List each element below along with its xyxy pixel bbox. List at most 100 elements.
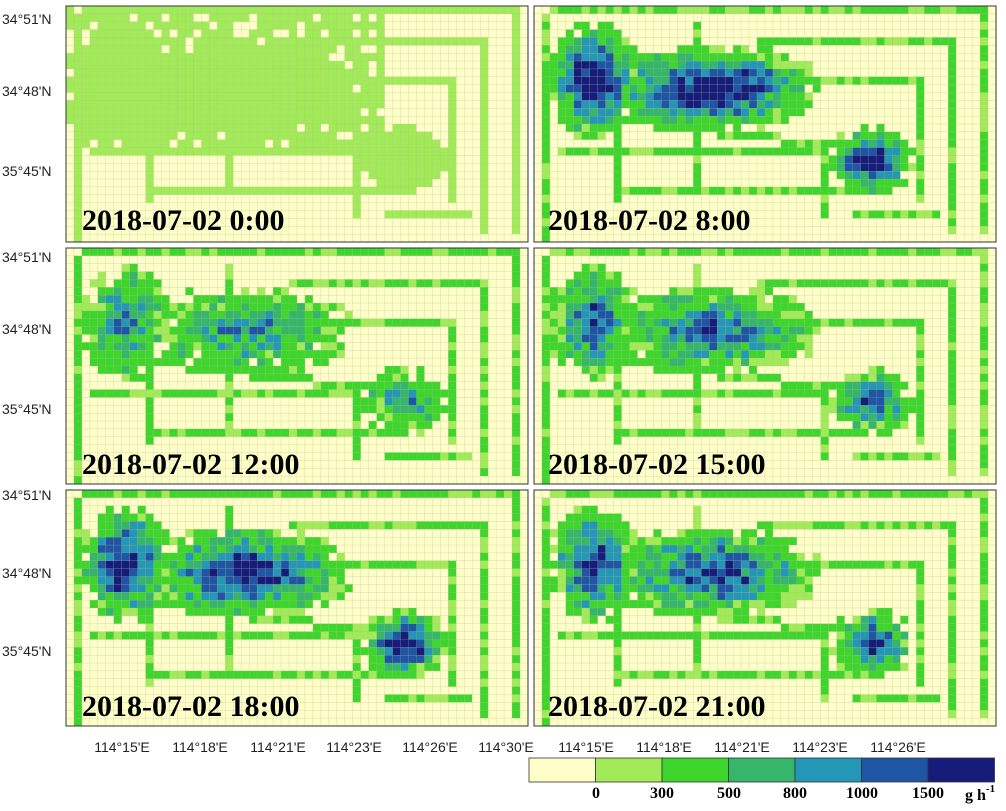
grid-cell: [233, 255, 242, 264]
grid-cell: [360, 302, 369, 312]
grid-cell: [376, 405, 385, 414]
grid-cell: [788, 108, 798, 117]
grid-cell: [472, 53, 481, 62]
grid-cell: [908, 194, 917, 203]
grid-cell: [637, 13, 646, 22]
grid-cell: [336, 178, 346, 188]
grid-cell: [256, 271, 266, 280]
grid-cell: [105, 21, 115, 30]
grid-cell: [828, 186, 837, 196]
grid-cell: [161, 178, 170, 188]
grid-cell: [161, 139, 170, 148]
grid-cell: [296, 334, 306, 343]
grid-cell: [677, 45, 686, 54]
grid-cell: [876, 186, 885, 196]
grid-cell: [217, 413, 226, 422]
grid-cell: [105, 413, 115, 422]
grid-cell: [836, 5, 845, 15]
grid-cell: [908, 170, 917, 180]
grid-cell: [860, 147, 869, 156]
grid-cell: [145, 123, 154, 133]
grid-cell: [209, 163, 218, 172]
grid-cell: [756, 68, 766, 78]
grid-cell: [137, 76, 146, 85]
grid-cell: [533, 68, 543, 78]
grid-cell: [432, 295, 441, 304]
grid-cell: [653, 108, 662, 117]
grid-cell: [97, 178, 107, 188]
grid-cell: [424, 334, 433, 343]
grid-cell: [225, 186, 234, 196]
grid-cell: [924, 21, 933, 30]
grid-cell: [344, 436, 354, 445]
grid-cell: [780, 155, 790, 164]
grid-cell: [472, 178, 481, 188]
grid-cell: [503, 357, 513, 367]
grid-cell: [495, 397, 505, 406]
grid-cell: [884, 139, 893, 148]
grid-cell: [621, 5, 630, 15]
grid-cell: [73, 45, 83, 54]
grid-cell: [65, 381, 75, 390]
grid-cell: [924, 178, 933, 188]
grid-cell: [320, 139, 330, 148]
grid-cell: [89, 302, 99, 312]
grid-cell: [392, 186, 401, 196]
grid-cell: [113, 68, 123, 78]
grid-cell: [669, 115, 678, 125]
grid-cell: [272, 263, 282, 272]
grid-cell: [812, 108, 822, 117]
grid-cell: [352, 178, 361, 188]
grid-cell: [979, 76, 989, 85]
grid-cell: [709, 163, 718, 172]
grid-cell: [225, 60, 234, 70]
grid-cell: [416, 210, 425, 219]
grid-cell: [440, 21, 449, 30]
grid-cell: [701, 84, 710, 93]
grid-cell: [464, 139, 473, 148]
grid-cell: [137, 45, 146, 54]
grid-cell: [637, 108, 646, 117]
grid-cell: [511, 310, 521, 320]
grid-cell: [908, 21, 917, 30]
grid-cell: [963, 210, 973, 219]
grid-cell: [320, 373, 330, 382]
grid-cell: [844, 92, 853, 101]
grid-cell: [836, 84, 845, 93]
grid-cell: [709, 100, 718, 109]
grid-cell: [177, 279, 186, 288]
grid-cell: [81, 357, 91, 367]
grid-cell: [256, 76, 266, 85]
grid-cell: [979, 13, 989, 22]
grid-cell: [169, 123, 178, 133]
grid-cell: [193, 389, 202, 398]
grid-cell: [296, 357, 306, 367]
grid-cell: [256, 381, 266, 390]
grid-cell: [549, 170, 559, 180]
grid-cell: [272, 397, 282, 406]
grid-cell: [304, 397, 314, 406]
grid-cell: [97, 436, 107, 445]
grid-cell: [440, 413, 449, 422]
grid-cell: [360, 37, 369, 46]
grid-cell: [336, 123, 346, 133]
grid-cell: [193, 255, 202, 264]
grid-cell: [979, 226, 989, 235]
grid-cell: [573, 115, 583, 125]
grid-cell: [328, 226, 338, 235]
grid-cell: [424, 295, 433, 304]
grid-cell: [884, 170, 893, 180]
grid-cell: [65, 287, 75, 296]
grid-cell: [892, 155, 901, 164]
grid-cell: [169, 247, 178, 257]
grid-cell: [368, 68, 377, 78]
grid-cell: [621, 53, 630, 62]
grid-cell: [89, 108, 99, 117]
grid-cell: [756, 76, 766, 85]
grid-cell: [621, 21, 630, 30]
grid-cell: [519, 92, 529, 101]
grid-cell: [764, 123, 774, 133]
grid-cell: [637, 68, 646, 78]
grid-cell: [177, 405, 186, 414]
grid-cell: [384, 310, 393, 320]
